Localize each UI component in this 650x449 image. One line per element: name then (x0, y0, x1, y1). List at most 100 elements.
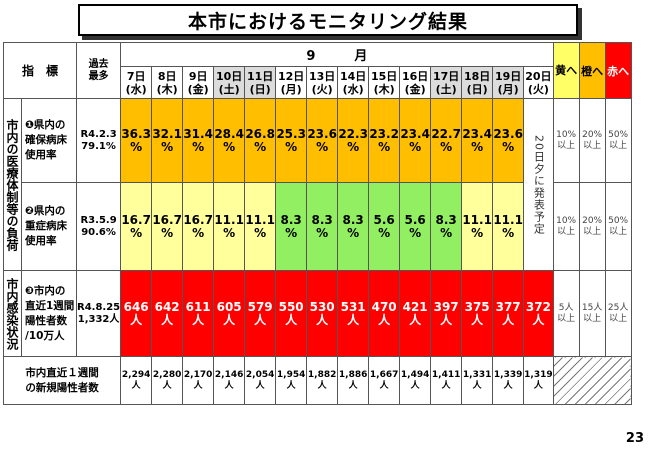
value-cell: 31.4 % (182, 98, 215, 183)
day-header: 16日 (金) (399, 66, 432, 99)
weekday-label: (月) (280, 82, 302, 96)
value-cell: 8.3 % (337, 182, 370, 271)
value-cell: 642 人 (151, 270, 184, 357)
weekday-label: (月) (497, 82, 519, 96)
value-cell: 377 人 (492, 270, 525, 357)
threshold-value: 50% 以上 (604, 182, 632, 271)
weekly-count: 1,886 人 (337, 356, 370, 405)
value-cell: 26.8 % (244, 98, 277, 183)
day-label: 18日 (463, 69, 491, 83)
day-header: 13日 (火) (306, 66, 339, 99)
value-cell: 36.3 % (120, 98, 153, 183)
weekday-label: (金) (187, 82, 209, 96)
threshold-value: 50% 以上 (604, 98, 632, 183)
value-cell: 530 人 (306, 270, 339, 357)
weekly-count: 1,494 人 (399, 356, 432, 405)
weekly-hatch (552, 356, 632, 405)
day-label: 9日 (188, 69, 208, 83)
day-header: 18日 (日) (461, 66, 494, 99)
value-cell: 23.4 % (399, 98, 432, 183)
indicator-name: ❶県内の 確保病床 使用率 (21, 98, 77, 183)
past-max-value: R4.2.3 79.1% (75, 98, 122, 183)
value-cell: 531 人 (337, 270, 370, 357)
value-cell: 22.3 % (337, 98, 370, 183)
threshold-red-header: 赤へ (604, 42, 632, 99)
weekday-label: (土) (218, 82, 240, 96)
weekly-count: 1,882 人 (306, 356, 339, 405)
day-label: 16日 (401, 69, 429, 83)
page-number: 23 (625, 431, 644, 446)
page-title: 本市におけるモニタリング結果 (78, 4, 578, 36)
value-cell: 5.6 % (368, 182, 401, 271)
weekday-label: (木) (373, 82, 395, 96)
weekly-count: 1,667 人 (368, 356, 401, 405)
day-label: 14日 (339, 69, 367, 83)
weekday-label: (土) (435, 82, 457, 96)
threshold-value: 25人 以上 (604, 270, 632, 357)
value-cell: 646 人 (120, 270, 153, 357)
value-cell: 16.7 % (182, 182, 215, 271)
indicator-header: 指 標 (3, 42, 77, 99)
value-cell: 611 人 (182, 270, 215, 357)
value-cell: 25.3 % (275, 98, 308, 183)
threshold-yellow-header: 黄へ (552, 42, 580, 99)
value-cell: 23.6 % (306, 98, 339, 183)
pending-note: 20日夕に発表予定 (532, 134, 546, 235)
day-header: 14日 (水) (337, 66, 370, 99)
day-header: 10日 (土) (213, 66, 246, 99)
day-label: 19日 (494, 69, 522, 83)
day-label: 11日 (246, 69, 274, 83)
value-cell: 23.2 % (368, 98, 401, 183)
threshold-value: 10% 以上 (552, 182, 580, 271)
value-cell: 11.1 % (213, 182, 246, 271)
weekday-label: (火) (311, 82, 333, 96)
day-label: 20日 (525, 69, 552, 83)
day-header: 7日 (水) (120, 66, 153, 99)
weekday-label: (水) (342, 82, 364, 96)
value-cell: 11.1 % (492, 182, 525, 271)
pending-note-cell: 20日夕に発表予定 (523, 98, 554, 271)
value-cell: 11.1 % (244, 182, 277, 271)
value-cell: 372 人 (523, 270, 554, 357)
value-cell: 605 人 (213, 270, 246, 357)
day-header: 19日 (月) (492, 66, 525, 99)
weekly-count: 2,294 人 (120, 356, 153, 405)
value-cell: 22.7 % (430, 98, 463, 183)
value-cell: 421 人 (399, 270, 432, 357)
weekday-label: (日) (466, 82, 488, 96)
value-cell: 5.6 % (399, 182, 432, 271)
month-header: 9 月 (120, 42, 554, 67)
weekly-count: 1,954 人 (275, 356, 308, 405)
value-cell: 550 人 (275, 270, 308, 357)
past-max-value: R4.8.25 1,332人 (75, 270, 122, 357)
weekday-label: (水) (125, 82, 147, 96)
weekly-count: 1,319 人 (523, 356, 554, 405)
past-max-value: R3.5.9 90.6% (75, 182, 122, 271)
weekly-count: 2,054 人 (244, 356, 277, 405)
day-header: 17日 (土) (430, 66, 463, 99)
value-cell: 32.1 % (151, 98, 184, 183)
indicator-name: ❷県内の 重症病床 使用率 (21, 182, 77, 271)
group-infection: 市内感染状況 (3, 270, 22, 357)
value-cell: 11.1 % (461, 182, 494, 271)
day-header: 11日 (日) (244, 66, 277, 99)
weekly-count: 1,339 人 (492, 356, 525, 405)
value-cell: 16.7 % (120, 182, 153, 271)
day-header: 15日 (木) (368, 66, 401, 99)
value-cell: 470 人 (368, 270, 401, 357)
day-label: 7日 (126, 69, 146, 83)
threshold-value: 20% 以上 (578, 98, 606, 183)
weekly-count: 2,280 人 (151, 356, 184, 405)
monitoring-table: 指 標 過去 最多 9 月 黄へ 橙へ 赤へ 7日 (水) 8日 (木) 9日 (金) 10… (2, 42, 632, 405)
day-label: 13日 (308, 69, 336, 83)
value-cell: 23.6 % (492, 98, 525, 183)
day-header: 20日 (火) (523, 66, 554, 99)
value-cell: 16.7 % (151, 182, 184, 271)
threshold-orange-header: 橙へ (578, 42, 606, 99)
weekday-label: (木) (156, 82, 178, 96)
threshold-value: 20% 以上 (578, 182, 606, 271)
value-cell: 579 人 (244, 270, 277, 357)
weekday-label: (火) (527, 82, 549, 96)
day-label: 17日 (432, 69, 460, 83)
past-max-header: 過去 最多 (75, 42, 122, 99)
